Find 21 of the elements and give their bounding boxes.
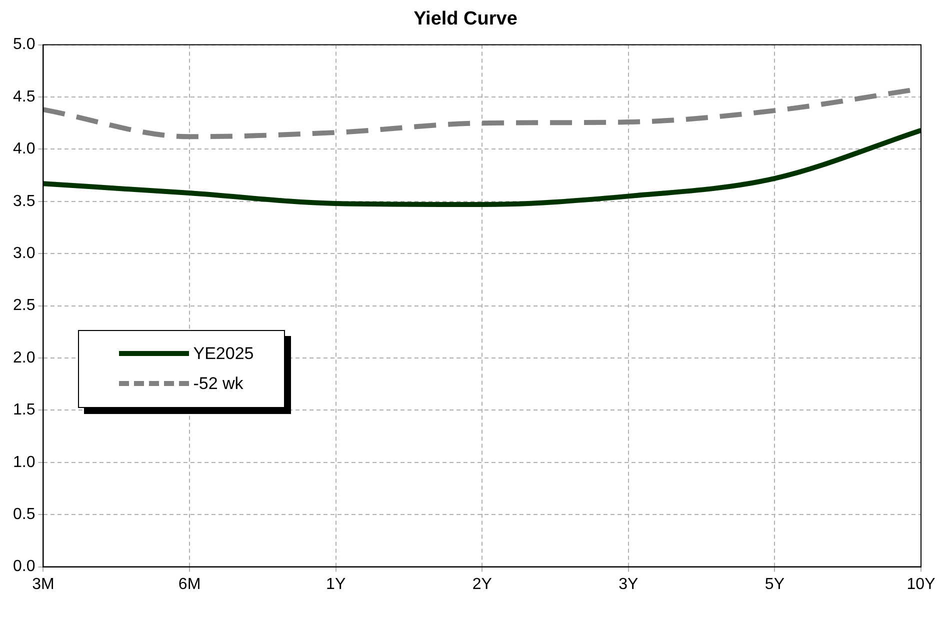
chart-title: Yield Curve — [414, 8, 518, 30]
x-tick-label: 3M — [32, 576, 54, 593]
y-tick-label: 2.0 — [12, 349, 36, 366]
y-tick-label: 4.5 — [12, 88, 36, 106]
x-tick-label: 1Y — [326, 576, 346, 593]
x-tick-label: 3Y — [618, 576, 639, 593]
legend-label: -52 wk — [193, 374, 244, 394]
y-tick-label: 0.5 — [12, 506, 36, 524]
x-tick-label: 2Y — [472, 576, 492, 593]
y-tick-label: 3.0 — [12, 245, 36, 262]
y-tick-label: 2.5 — [12, 297, 36, 314]
legend-label: YE2025 — [193, 344, 254, 364]
y-tick-label: 3.5 — [12, 192, 36, 210]
x-tick-label: 6M — [178, 576, 201, 593]
y-tick-label: 4.0 — [12, 140, 36, 158]
y-tick-label: 1.0 — [12, 454, 36, 471]
x-tick-label: 5Y — [764, 576, 785, 593]
y-tick-label: 0.0 — [12, 558, 36, 576]
y-tick-label: 5.0 — [12, 36, 36, 54]
y-tick-label: 1.5 — [12, 402, 36, 419]
x-tick-label: 10Y — [906, 576, 936, 593]
